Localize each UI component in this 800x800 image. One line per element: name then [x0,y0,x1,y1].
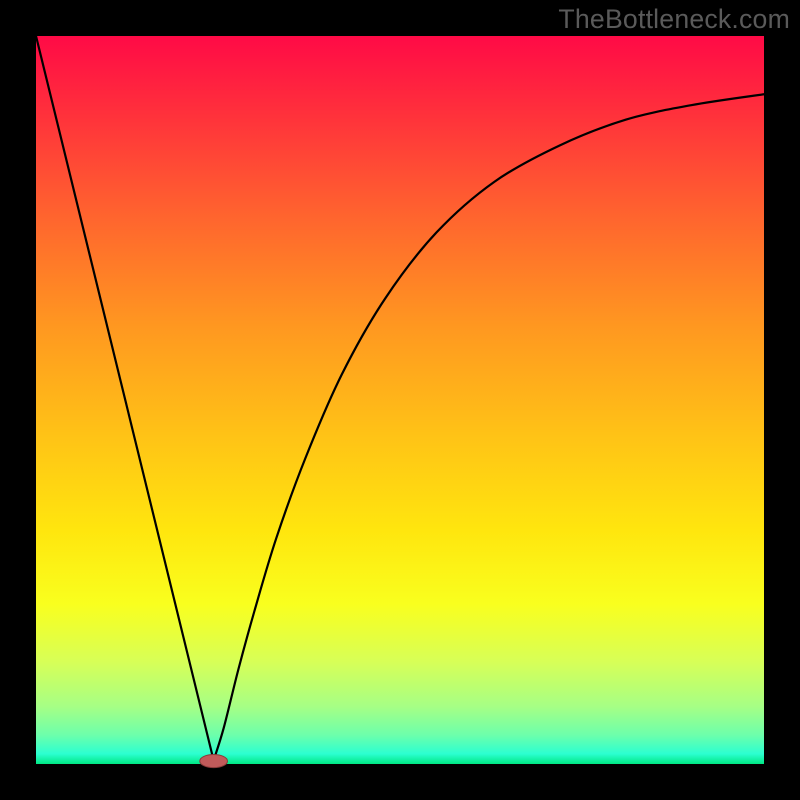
chart-container: TheBottleneck.com [0,0,800,800]
watermark-text: TheBottleneck.com [558,4,790,35]
plot-gradient [36,36,764,764]
optimum-marker [200,755,228,768]
chart-svg [0,0,800,800]
